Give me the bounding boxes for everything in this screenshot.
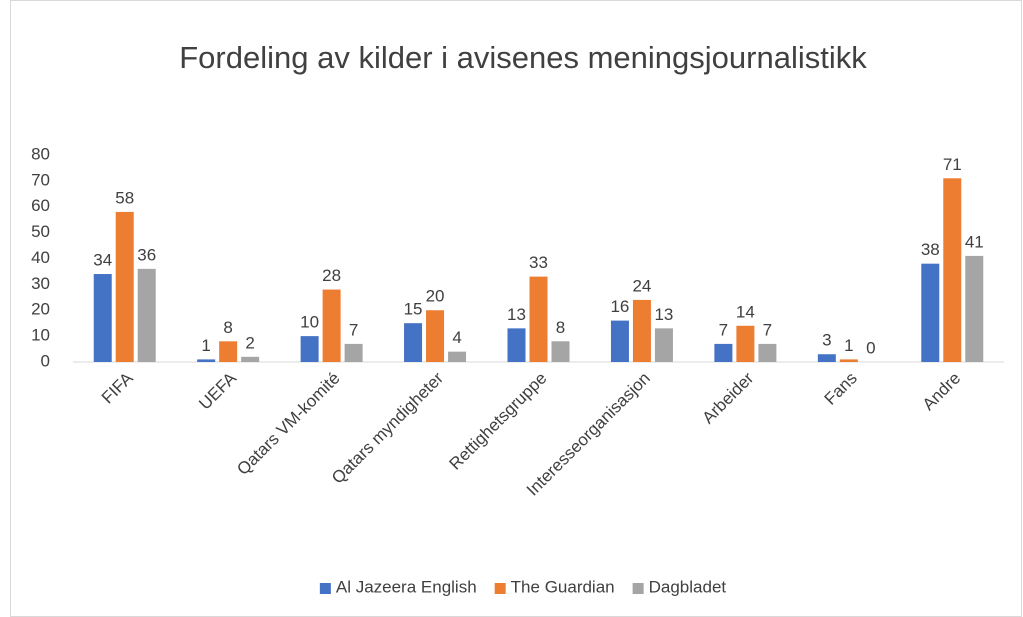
data-label: 10 <box>300 313 319 332</box>
legend-swatch <box>494 583 506 594</box>
legend-label: Dagbladet <box>649 577 727 596</box>
data-label: 7 <box>719 320 728 339</box>
data-label: 24 <box>632 276 651 295</box>
bar <box>839 359 858 362</box>
legend-swatch <box>319 583 331 594</box>
data-label: 34 <box>93 251 112 270</box>
bar <box>300 336 319 362</box>
legend-swatch <box>632 583 644 594</box>
data-label: 2 <box>245 333 254 352</box>
bar <box>529 276 548 362</box>
data-label: 41 <box>965 232 984 251</box>
bar <box>654 328 673 362</box>
chart-title: Fordeling av kilder i avisenes meningsjo… <box>179 40 867 75</box>
bar <box>632 299 651 362</box>
bar <box>610 320 629 362</box>
data-label: 8 <box>223 318 232 337</box>
data-label: 58 <box>115 188 134 207</box>
data-label: 8 <box>556 318 565 337</box>
bar <box>93 274 112 362</box>
bar <box>219 341 238 362</box>
y-tick-label: 80 <box>31 144 50 163</box>
legend-label: Al Jazeera English <box>336 577 477 596</box>
bar <box>137 268 156 362</box>
data-label: 13 <box>507 305 526 324</box>
y-tick-label: 60 <box>31 196 50 215</box>
data-label: 0 <box>866 338 875 357</box>
bar <box>758 343 777 362</box>
data-label: 20 <box>426 287 445 306</box>
data-label: 4 <box>452 328 461 347</box>
bar <box>344 343 363 362</box>
bar <box>404 323 423 362</box>
data-label: 36 <box>137 245 156 264</box>
bar <box>921 263 940 362</box>
data-label: 15 <box>404 300 423 319</box>
data-label: 38 <box>921 240 940 259</box>
y-tick-label: 50 <box>31 222 50 241</box>
bar <box>507 328 526 362</box>
bar <box>197 359 216 362</box>
bar <box>322 289 341 362</box>
bar <box>551 341 570 362</box>
y-tick-label: 20 <box>31 300 50 319</box>
bar <box>965 255 984 362</box>
bar <box>736 325 755 362</box>
data-label: 14 <box>736 302 755 321</box>
data-label: 33 <box>529 253 548 272</box>
bar <box>714 343 733 362</box>
legend-label: The Guardian <box>511 577 615 596</box>
data-label: 1 <box>844 336 853 355</box>
bar <box>817 354 836 362</box>
bar <box>115 211 134 362</box>
data-label: 7 <box>349 320 358 339</box>
data-label: 1 <box>201 336 210 355</box>
data-label: 16 <box>610 297 629 316</box>
data-label: 13 <box>654 305 673 324</box>
y-tick-label: 40 <box>31 248 50 267</box>
bar <box>426 310 445 362</box>
data-label: 71 <box>943 155 962 174</box>
bar <box>943 178 962 362</box>
bar <box>448 351 467 362</box>
y-tick-label: 10 <box>31 326 50 345</box>
bar <box>241 356 260 362</box>
y-tick-label: 70 <box>31 170 50 189</box>
data-label: 28 <box>322 266 341 285</box>
data-label: 3 <box>822 331 831 350</box>
y-tick-label: 30 <box>31 274 50 293</box>
data-label: 7 <box>763 320 772 339</box>
chart-border <box>10 0 1022 617</box>
y-tick-label: 0 <box>41 351 50 370</box>
